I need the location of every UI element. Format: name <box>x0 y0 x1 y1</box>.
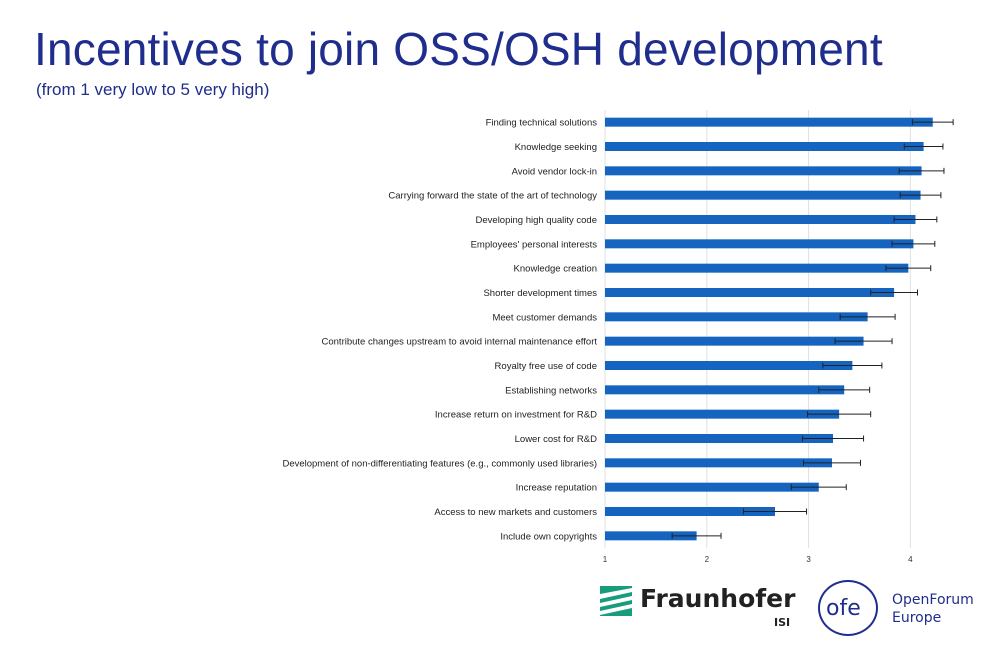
category-label: Contribute changes upstream to avoid int… <box>322 337 598 348</box>
category-label: Increase return on investment for R&D <box>435 410 597 421</box>
ofe-name-line1: OpenForum <box>892 592 974 608</box>
category-label: Establishing networks <box>505 385 597 396</box>
category-label: Knowledge creation <box>514 264 597 275</box>
x-tick-label: 4 <box>908 555 913 564</box>
fraunhofer-sub: ISI <box>774 616 791 629</box>
category-label: Shorter development times <box>483 288 597 299</box>
ofe-mark: ofe <box>826 596 861 621</box>
category-label: Include own copyrights <box>500 531 597 542</box>
category-label: Developing high quality code <box>476 215 597 226</box>
fraunhofer-name: Fraunhofer <box>640 584 796 613</box>
bar <box>605 142 924 151</box>
bar <box>605 166 922 176</box>
category-label: Development of non-differentiating featu… <box>282 458 597 469</box>
bar <box>605 434 834 443</box>
category-label: Employees' personal interests <box>471 239 598 250</box>
bar <box>605 263 909 273</box>
bar <box>605 117 933 127</box>
ofe-name-line2: Europe <box>892 610 942 626</box>
bar <box>605 458 832 468</box>
ofe-circle-icon: ofe <box>818 580 878 636</box>
fraunhofer-logo: Fraunhofer ISI <box>600 584 800 636</box>
bar <box>605 190 921 200</box>
bar <box>605 531 697 541</box>
bar <box>605 482 819 492</box>
category-label: Increase reputation <box>516 483 597 494</box>
x-tick-label: 3 <box>806 555 811 564</box>
category-label: Finding technical solutions <box>486 118 598 129</box>
category-label: Knowledge seeking <box>515 142 597 153</box>
bar <box>605 385 845 395</box>
x-tick-label: 2 <box>705 555 710 564</box>
bar-chart: 1 2 3 4 Finding technical solutions Knowledge… <box>282 110 954 564</box>
fraunhofer-icon <box>600 586 632 616</box>
category-label: Lower cost for R&D <box>515 434 597 445</box>
category-label: Avoid vendor lock-in <box>512 166 597 177</box>
bar <box>605 312 868 322</box>
bar <box>605 215 916 224</box>
bar <box>605 507 775 516</box>
bar <box>605 336 864 346</box>
bar <box>605 361 853 370</box>
bar <box>605 239 914 249</box>
page-subtitle: (from 1 very low to 5 very high) <box>36 80 270 99</box>
bar <box>605 409 840 419</box>
category-label: Carrying forward the state of the art of… <box>388 191 597 202</box>
page-title: Incentives to join OSS/OSH development <box>34 23 883 75</box>
bar <box>605 288 895 297</box>
category-label: Royalty free use of code <box>495 361 597 372</box>
category-label: Meet customer demands <box>492 312 597 323</box>
x-tick-label: 1 <box>603 555 608 564</box>
openforum-europe-logo: ofe OpenForum Europe <box>818 578 993 640</box>
category-label: Access to new markets and customers <box>434 507 597 518</box>
